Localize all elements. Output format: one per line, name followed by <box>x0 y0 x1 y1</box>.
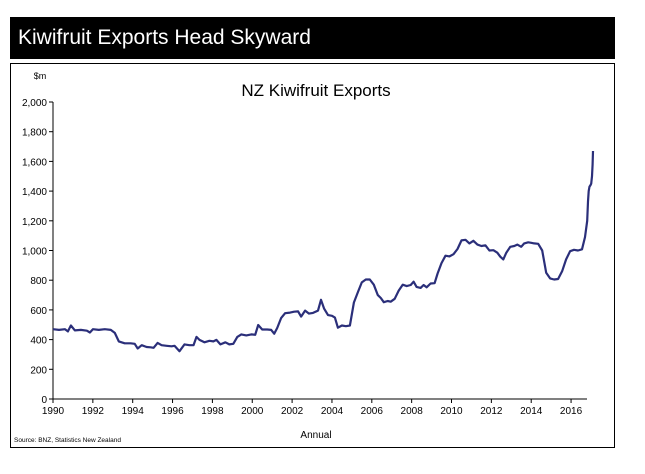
x-axis-ticks: 1990 1992 1994 1996 1998 2000 2002 2004 2006 2008… <box>42 399 583 417</box>
y-tick-label: 1,600 <box>22 157 47 168</box>
y-tick-label: 800 <box>30 276 47 287</box>
line-chart: NZ Kiwifruit Exports $m Annual Source: B… <box>14 71 595 444</box>
y-tick-label: 400 <box>30 336 47 347</box>
y-axis-unit-label: $m <box>34 71 47 81</box>
y-tick-label: 1,000 <box>22 247 47 258</box>
x-tick-label: 2002 <box>281 406 304 417</box>
x-tick-label: 1996 <box>161 406 184 417</box>
y-tick-label: 1,200 <box>22 217 47 228</box>
x-tick-label: 1990 <box>42 406 65 417</box>
x-tick-label: 2014 <box>520 406 543 417</box>
banner-title: Kiwifruit Exports Head Skyward <box>10 17 615 59</box>
y-tick-label: 1,800 <box>22 128 47 139</box>
y-axis-ticks: 0 200 400 600 800 1,000 1,200 1,400 1,600 1,800 2,… <box>22 98 53 406</box>
y-tick-label: 0 <box>41 395 47 406</box>
x-tick-label: 2008 <box>401 406 424 417</box>
x-tick-label: 1998 <box>201 406 224 417</box>
y-tick-label: 2,000 <box>22 98 47 109</box>
x-axis-label: Annual <box>300 430 331 441</box>
x-tick-label: 1992 <box>82 406 105 417</box>
y-tick-label: 1,400 <box>22 187 47 198</box>
series-line <box>52 150 595 353</box>
x-tick-label: 2006 <box>361 406 384 417</box>
source-note: Source: BNZ, Statistics New Zealand <box>14 437 121 444</box>
x-tick-label: 2000 <box>241 406 264 417</box>
x-tick-label: 2016 <box>560 406 583 417</box>
x-tick-label: 1994 <box>122 406 145 417</box>
chart-title: NZ Kiwifruit Exports <box>241 81 390 100</box>
x-tick-label: 2012 <box>480 406 503 417</box>
y-tick-label: 200 <box>30 365 47 376</box>
x-tick-label: 2010 <box>440 406 463 417</box>
y-tick-label: 600 <box>30 306 47 317</box>
x-tick-label: 2004 <box>321 406 344 417</box>
chart-frame: NZ Kiwifruit Exports $m Annual Source: B… <box>10 63 615 448</box>
